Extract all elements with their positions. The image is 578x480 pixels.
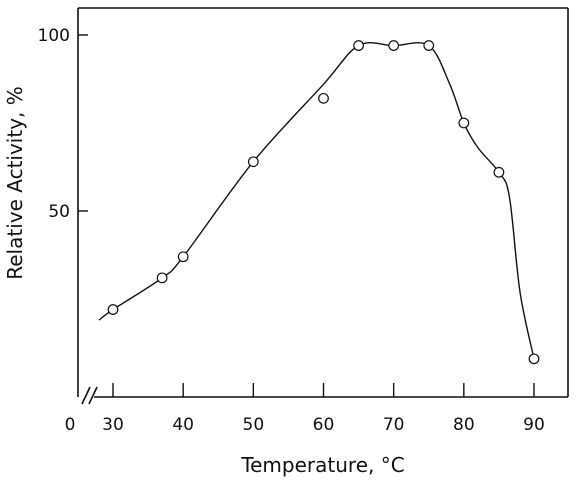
activity-curve — [98, 42, 535, 359]
data-point — [107, 304, 119, 315]
y-tick-label: 50 — [48, 202, 70, 222]
x-tick-label: 90 — [523, 415, 545, 435]
x-tick-label: 50 — [243, 415, 265, 435]
data-point — [388, 40, 400, 51]
data-point — [423, 40, 435, 51]
x-axis-title: Temperature, °C — [240, 453, 404, 477]
data-point — [458, 117, 470, 129]
data-point — [247, 156, 259, 168]
x-tick-label: 40 — [172, 415, 194, 435]
axis-break-mark — [88, 386, 98, 405]
x-tick-label: 80 — [453, 415, 475, 435]
data-point — [156, 272, 168, 284]
axes — [77, 7, 569, 405]
data-point — [318, 92, 329, 104]
data-point — [177, 251, 189, 263]
data-point — [528, 353, 540, 365]
y-tick-label: 100 — [38, 26, 70, 46]
data-point — [353, 40, 364, 51]
x-origin-label: 0 — [65, 415, 76, 435]
data-point — [493, 166, 505, 178]
y-axis-title: Relative Activity, % — [3, 86, 27, 280]
x-tick-label: 30 — [102, 415, 124, 435]
x-tick-label: 70 — [383, 415, 405, 435]
tick-marks — [78, 34, 535, 397]
axis-break-mark — [81, 386, 91, 405]
x-tick-label: 60 — [313, 415, 335, 435]
data-points — [107, 40, 540, 365]
tick-labels: 30 40 50 60 70 80 90 50 100 — [38, 26, 545, 435]
